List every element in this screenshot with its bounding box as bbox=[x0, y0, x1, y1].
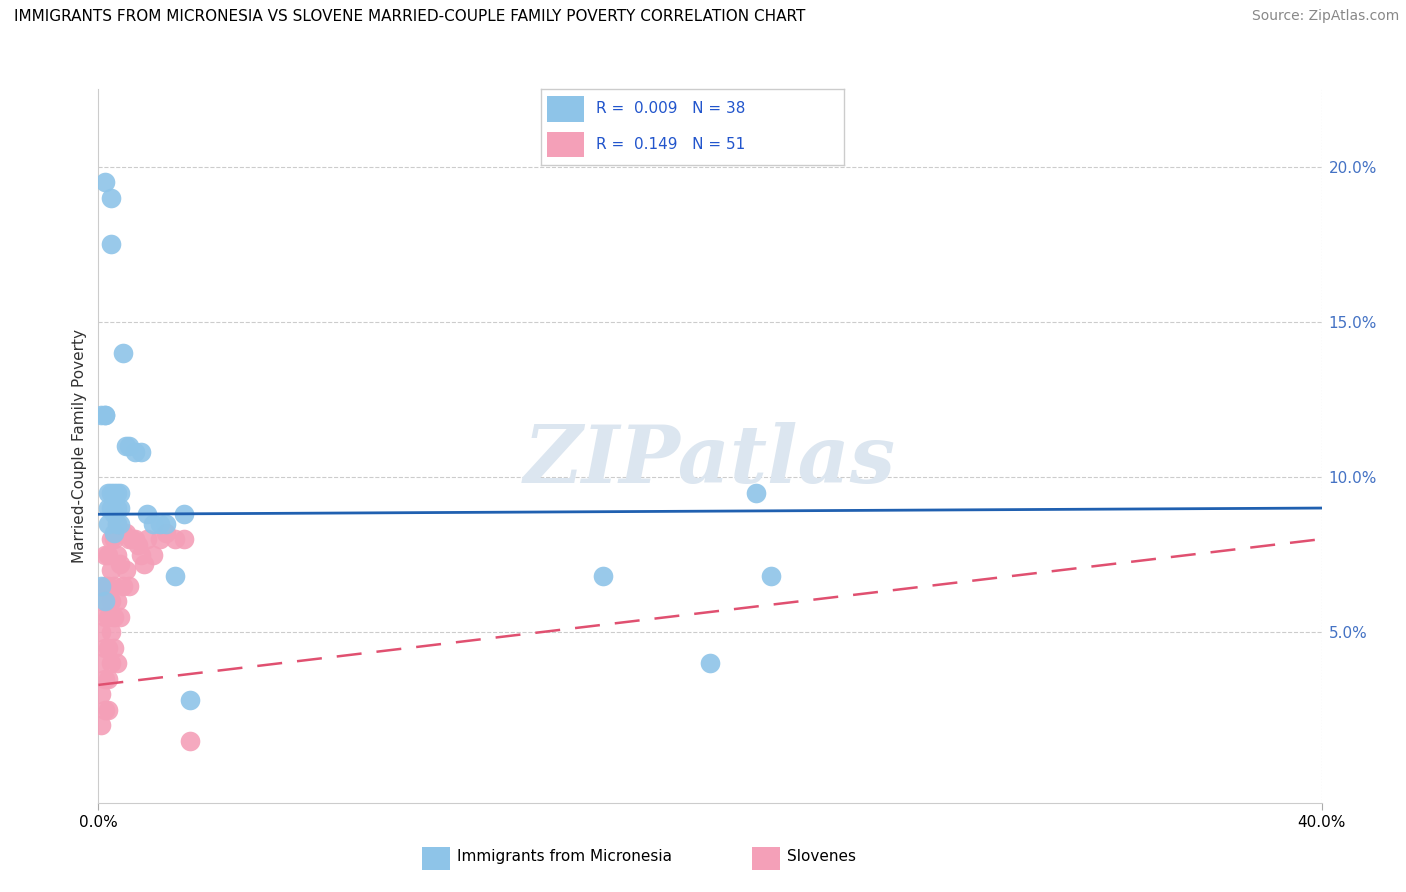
Point bbox=[90, 718, 112, 732]
Point bbox=[118, 439, 141, 453]
Text: Source: ZipAtlas.com: Source: ZipAtlas.com bbox=[1251, 9, 1399, 23]
Point bbox=[111, 579, 134, 593]
Point bbox=[105, 594, 128, 608]
Point bbox=[149, 532, 172, 546]
Point bbox=[149, 516, 172, 531]
Text: R =  0.149   N = 51: R = 0.149 N = 51 bbox=[596, 137, 745, 152]
Text: IMMIGRANTS FROM MICRONESIA VS SLOVENE MARRIED-COUPLE FAMILY POVERTY CORRELATION : IMMIGRANTS FROM MICRONESIA VS SLOVENE MA… bbox=[14, 9, 806, 24]
Y-axis label: Married-Couple Family Poverty: Married-Couple Family Poverty bbox=[72, 329, 87, 563]
Point bbox=[173, 508, 195, 522]
Point bbox=[97, 485, 120, 500]
Point bbox=[111, 525, 134, 540]
Point bbox=[93, 579, 115, 593]
Point bbox=[100, 485, 122, 500]
Point bbox=[100, 563, 122, 577]
Text: ZIPatlas: ZIPatlas bbox=[524, 422, 896, 499]
Point bbox=[129, 445, 152, 459]
Bar bbox=[547, 132, 583, 158]
Point bbox=[93, 594, 115, 608]
Point bbox=[90, 579, 112, 593]
Point bbox=[108, 609, 131, 624]
Point bbox=[155, 516, 177, 531]
Point bbox=[179, 733, 201, 747]
Point bbox=[90, 594, 112, 608]
Text: Immigrants from Micronesia: Immigrants from Micronesia bbox=[457, 849, 672, 863]
Point bbox=[90, 656, 112, 670]
Point bbox=[93, 672, 115, 686]
Point bbox=[93, 408, 115, 422]
Point bbox=[163, 569, 186, 583]
Point bbox=[155, 525, 177, 540]
Point bbox=[115, 563, 138, 577]
Point bbox=[93, 548, 115, 562]
Point bbox=[100, 237, 122, 252]
Point bbox=[103, 640, 125, 655]
Point bbox=[108, 525, 131, 540]
Point bbox=[136, 532, 159, 546]
Point bbox=[118, 532, 141, 546]
Point bbox=[142, 516, 165, 531]
Point bbox=[103, 508, 125, 522]
Point bbox=[100, 656, 122, 670]
Point bbox=[100, 594, 122, 608]
Point bbox=[90, 625, 112, 640]
Point bbox=[163, 532, 186, 546]
Point bbox=[105, 501, 128, 516]
Point bbox=[179, 693, 201, 707]
Point bbox=[97, 672, 120, 686]
Point bbox=[103, 609, 125, 624]
Point bbox=[105, 516, 128, 531]
Point bbox=[108, 557, 131, 571]
Point bbox=[105, 516, 128, 531]
Point bbox=[142, 548, 165, 562]
Point bbox=[103, 525, 125, 540]
Point bbox=[100, 191, 122, 205]
Point bbox=[127, 538, 149, 552]
Point bbox=[103, 579, 125, 593]
Point bbox=[90, 408, 112, 422]
Point bbox=[699, 656, 721, 670]
Text: R =  0.009   N = 38: R = 0.009 N = 38 bbox=[596, 102, 745, 117]
Point bbox=[97, 609, 120, 624]
Point bbox=[592, 569, 614, 583]
Point bbox=[93, 703, 115, 717]
Point bbox=[93, 175, 115, 189]
Point bbox=[97, 548, 120, 562]
Point bbox=[129, 548, 152, 562]
Point bbox=[108, 516, 131, 531]
Point bbox=[93, 609, 115, 624]
Point bbox=[105, 548, 128, 562]
Point bbox=[90, 687, 112, 701]
Point bbox=[124, 532, 146, 546]
Point bbox=[173, 532, 195, 546]
Text: Slovenes: Slovenes bbox=[787, 849, 856, 863]
Point bbox=[103, 532, 125, 546]
Point bbox=[93, 408, 115, 422]
Point bbox=[118, 579, 141, 593]
Point bbox=[745, 485, 768, 500]
Point bbox=[115, 525, 138, 540]
Point bbox=[97, 579, 120, 593]
Point bbox=[97, 516, 120, 531]
Point bbox=[97, 640, 120, 655]
Point bbox=[105, 485, 128, 500]
Point bbox=[111, 346, 134, 360]
Point bbox=[759, 569, 782, 583]
Bar bbox=[547, 96, 583, 122]
Point bbox=[108, 501, 131, 516]
Point bbox=[97, 703, 120, 717]
Point bbox=[103, 485, 125, 500]
Point bbox=[136, 508, 159, 522]
Point bbox=[134, 557, 156, 571]
Point bbox=[93, 640, 115, 655]
Point bbox=[124, 445, 146, 459]
Point bbox=[97, 501, 120, 516]
Point bbox=[100, 501, 122, 516]
Point bbox=[100, 625, 122, 640]
Point bbox=[105, 656, 128, 670]
Point bbox=[121, 532, 143, 546]
Point bbox=[115, 439, 138, 453]
Point bbox=[108, 485, 131, 500]
Point bbox=[100, 532, 122, 546]
